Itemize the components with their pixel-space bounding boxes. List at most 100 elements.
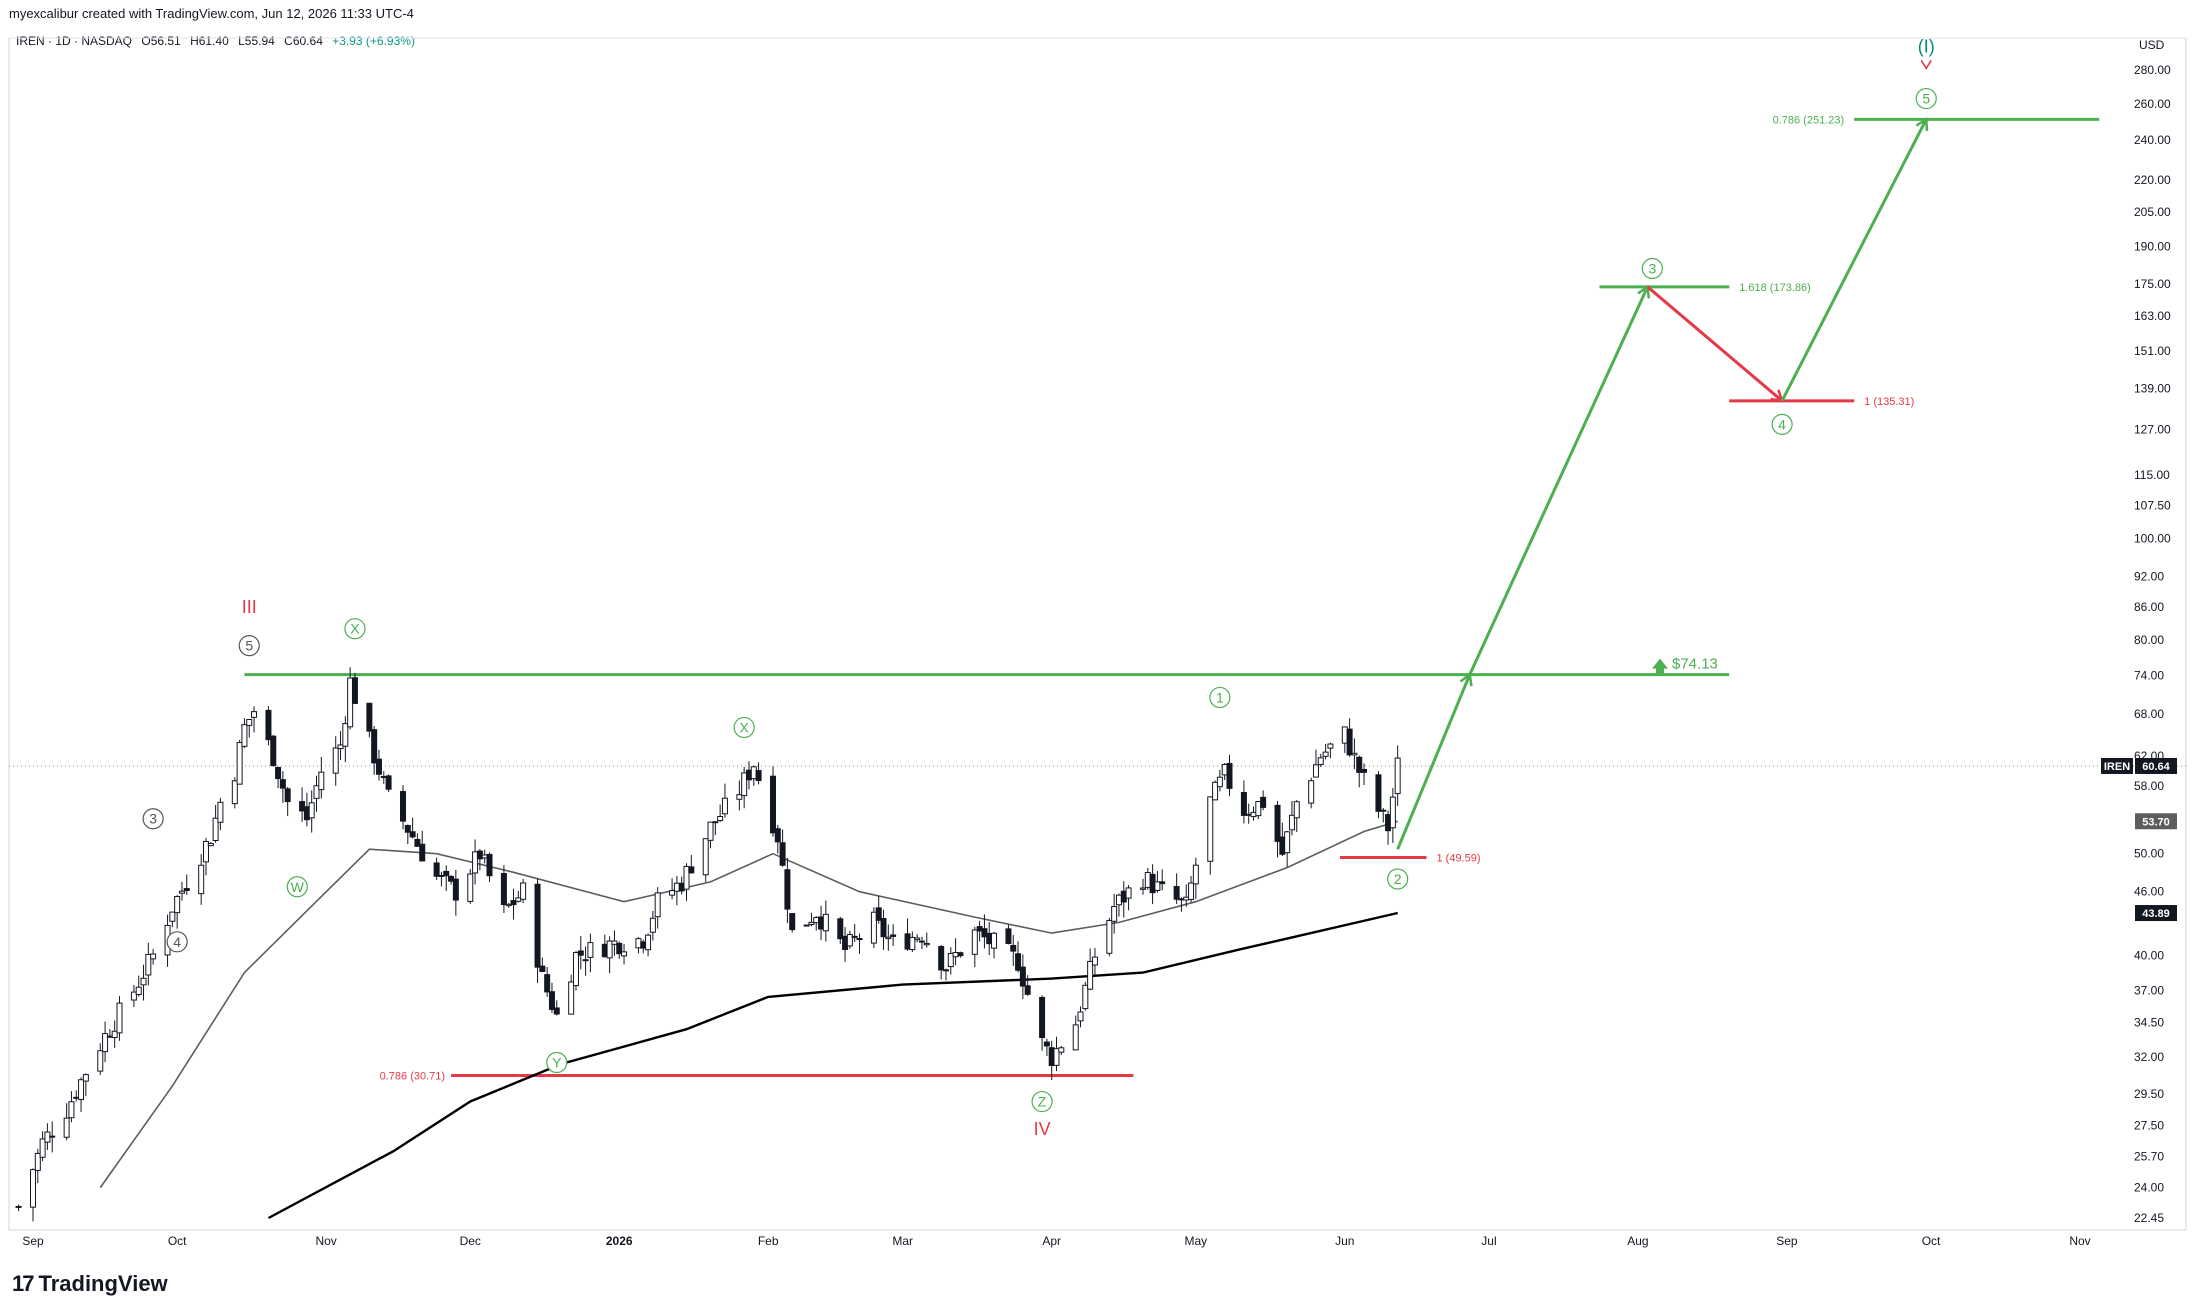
candle-body: [44, 1131, 51, 1143]
projection-leg: [1780, 119, 1926, 402]
time-axis[interactable]: Sep Oct Nov Dec 2026 Feb Mar Apr May Jun Jul Aug Sep…: [22, 1234, 2090, 1248]
candle-body: [399, 791, 406, 822]
wave-label: 3: [149, 811, 157, 827]
wave-circle: [238, 635, 260, 657]
candle-body: [842, 935, 849, 950]
candle-body: [1317, 757, 1324, 765]
candle-body: [1106, 919, 1113, 954]
candle-body: [1207, 796, 1214, 862]
y-tick-label: 27.50: [2134, 1119, 2164, 1133]
candle-body: [130, 991, 137, 1001]
candle-body: [846, 934, 853, 947]
candle-body: [313, 785, 320, 799]
candle-body: [1139, 887, 1146, 890]
candle-body: [1274, 804, 1281, 842]
candle-body: [851, 935, 858, 938]
candle-body: [452, 878, 459, 901]
candle-body: [178, 890, 185, 894]
candle-body: [308, 802, 315, 819]
y-tick-label: 58.00: [2134, 779, 2164, 793]
candle-body: [351, 677, 358, 704]
candle-body: [1361, 768, 1368, 773]
candle-body: [270, 735, 277, 767]
wave-label: W: [291, 879, 305, 895]
x-tick-label: Sep: [1776, 1234, 1798, 1248]
y-tick-label: 86.00: [2134, 600, 2164, 614]
candle-body: [870, 911, 877, 944]
wave-circle: [344, 618, 366, 640]
y-tick-label: 74.00: [2134, 668, 2164, 682]
wave-circle: [546, 1051, 568, 1074]
x-tick-label: 2026: [606, 1234, 633, 1248]
candle-body: [347, 677, 354, 728]
candle-body: [265, 709, 272, 741]
candle-body: [880, 918, 887, 938]
horizontal-levels: $74.13 0.786 (251.23) 1.618 (173.86) 1 (135…: [9, 114, 2186, 1082]
y-tick-label: 280.00: [2134, 63, 2171, 77]
candle-body: [1260, 796, 1267, 808]
candle-body: [918, 940, 925, 943]
candle-body: [779, 842, 786, 866]
candle-body: [673, 882, 680, 892]
wave-label: 3: [1648, 261, 1656, 277]
wave-circle: [166, 931, 188, 953]
candle-body: [1351, 752, 1358, 756]
candle-body: [1284, 831, 1291, 854]
candle-body: [1159, 881, 1166, 885]
y-tick-label: 68.00: [2134, 707, 2164, 721]
candle-body: [135, 986, 142, 996]
candle-body: [78, 1079, 85, 1100]
level-label: 1.618 (173.86): [1739, 282, 1811, 294]
candle-body: [774, 828, 781, 843]
candle-body: [476, 850, 483, 860]
candle-body: [818, 916, 825, 930]
x-tick-label: Aug: [1627, 1234, 1648, 1248]
candle-body: [1288, 814, 1295, 831]
candle-body: [923, 942, 930, 946]
candle-body: [957, 952, 964, 957]
candle-body: [318, 771, 325, 791]
y-tick-label: 115.00: [2134, 468, 2170, 482]
candle-body: [784, 869, 791, 910]
candle-body: [601, 943, 608, 958]
candle-body: [251, 711, 258, 718]
candle-body: [991, 932, 998, 949]
price-axis[interactable]: USD 280.00 260.00 240.00 220.00 205.00 190.00 1…: [2134, 38, 2171, 1225]
candle-body: [654, 892, 661, 918]
y-tick-label: 127.00: [2134, 423, 2171, 437]
candle-body: [375, 758, 382, 775]
candle-body: [942, 969, 949, 972]
candle-body: [380, 776, 387, 779]
candle-body: [472, 851, 479, 874]
wave-circle: [1915, 87, 1937, 110]
candle-body: [837, 918, 844, 940]
candle-body: [433, 862, 440, 877]
candle-body: [947, 952, 954, 968]
candle-body: [438, 874, 445, 877]
candle-body: [611, 940, 618, 945]
tradingview-logo[interactable]: 17 TradingView: [12, 1271, 168, 1297]
y-tick-label: 190.00: [2134, 239, 2171, 253]
candle-body: [1039, 996, 1046, 1038]
moving-averages: [99, 820, 1398, 1220]
candle-body: [1226, 762, 1233, 789]
candle-body: [1087, 960, 1094, 990]
candle-body: [385, 775, 392, 790]
candle-body: [1312, 764, 1319, 778]
wave-label: 4: [1778, 416, 1786, 432]
candle-body: [553, 1007, 560, 1015]
sma-short-line: [99, 820, 1398, 1189]
candle-body: [621, 951, 628, 957]
candle-body: [183, 888, 190, 891]
candle-body: [419, 843, 426, 862]
candle-body: [688, 866, 695, 874]
candle-body: [717, 816, 724, 822]
candle-body: [568, 981, 575, 1015]
candle-body: [520, 882, 527, 900]
wave-label: Z: [1038, 1094, 1047, 1110]
candle-body: [1221, 763, 1228, 776]
candle-body: [102, 1033, 109, 1053]
price-tag-bg: [2135, 905, 2177, 922]
candle-body: [202, 840, 209, 863]
